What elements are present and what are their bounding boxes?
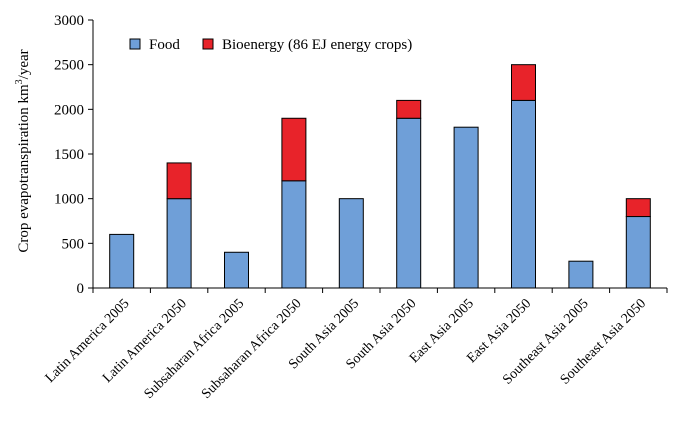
y-axis-title-superscript: 3: [14, 79, 25, 84]
y-tick-label: 1000: [54, 192, 84, 208]
x-tick-label: Subsaharan Africa 2005: [142, 296, 248, 402]
bar-bioenergy: [511, 64, 536, 101]
bar-food: [109, 233, 135, 289]
bar-food: [224, 251, 249, 289]
y-axis-title-suffix: /year: [16, 49, 32, 79]
bar-bioenergy: [281, 117, 307, 182]
bar-food: [453, 126, 479, 289]
y-tick-label: 500: [62, 236, 85, 252]
y-ticks: 0 500 1000 1500 2000 2500 3000: [54, 13, 93, 297]
y-tick-label: 1500: [54, 147, 84, 163]
plot-area: 0 500 1000 1500 2000 2500 3000 Latin America 2…: [43, 13, 668, 402]
legend-label-bioenergy: Bioenergy (86 EJ energy crops): [222, 37, 412, 53]
bar-food: [625, 216, 651, 289]
x-tick-label: Subsaharan Africa 2050: [199, 296, 305, 402]
y-tick-label: 0: [77, 281, 85, 297]
bar-food: [568, 260, 594, 289]
bars: [109, 64, 651, 289]
legend: Food Bioenergy (86 EJ energy crops): [129, 37, 412, 53]
legend-swatch-bioenergy: [202, 38, 214, 50]
x-ticks: [92, 288, 668, 293]
legend-swatch-food: [129, 38, 141, 50]
bar-food: [166, 198, 192, 289]
bar-bioenergy: [625, 198, 651, 218]
y-tick-label: 2000: [54, 102, 84, 118]
y-axis-title-main: Crop evapotranspiration km: [16, 84, 32, 253]
bar-food: [281, 180, 307, 289]
bar-food: [338, 198, 364, 289]
bar-food: [396, 117, 422, 289]
bar-food: [511, 99, 536, 289]
bar-bioenergy: [396, 99, 422, 119]
y-tick-label: 3000: [54, 13, 84, 29]
y-tick-label: 2500: [54, 58, 84, 74]
bar-bioenergy: [166, 162, 192, 200]
y-axis-title: Crop evapotranspiration km3/year: [14, 49, 32, 252]
legend-label-food: Food: [149, 37, 180, 53]
